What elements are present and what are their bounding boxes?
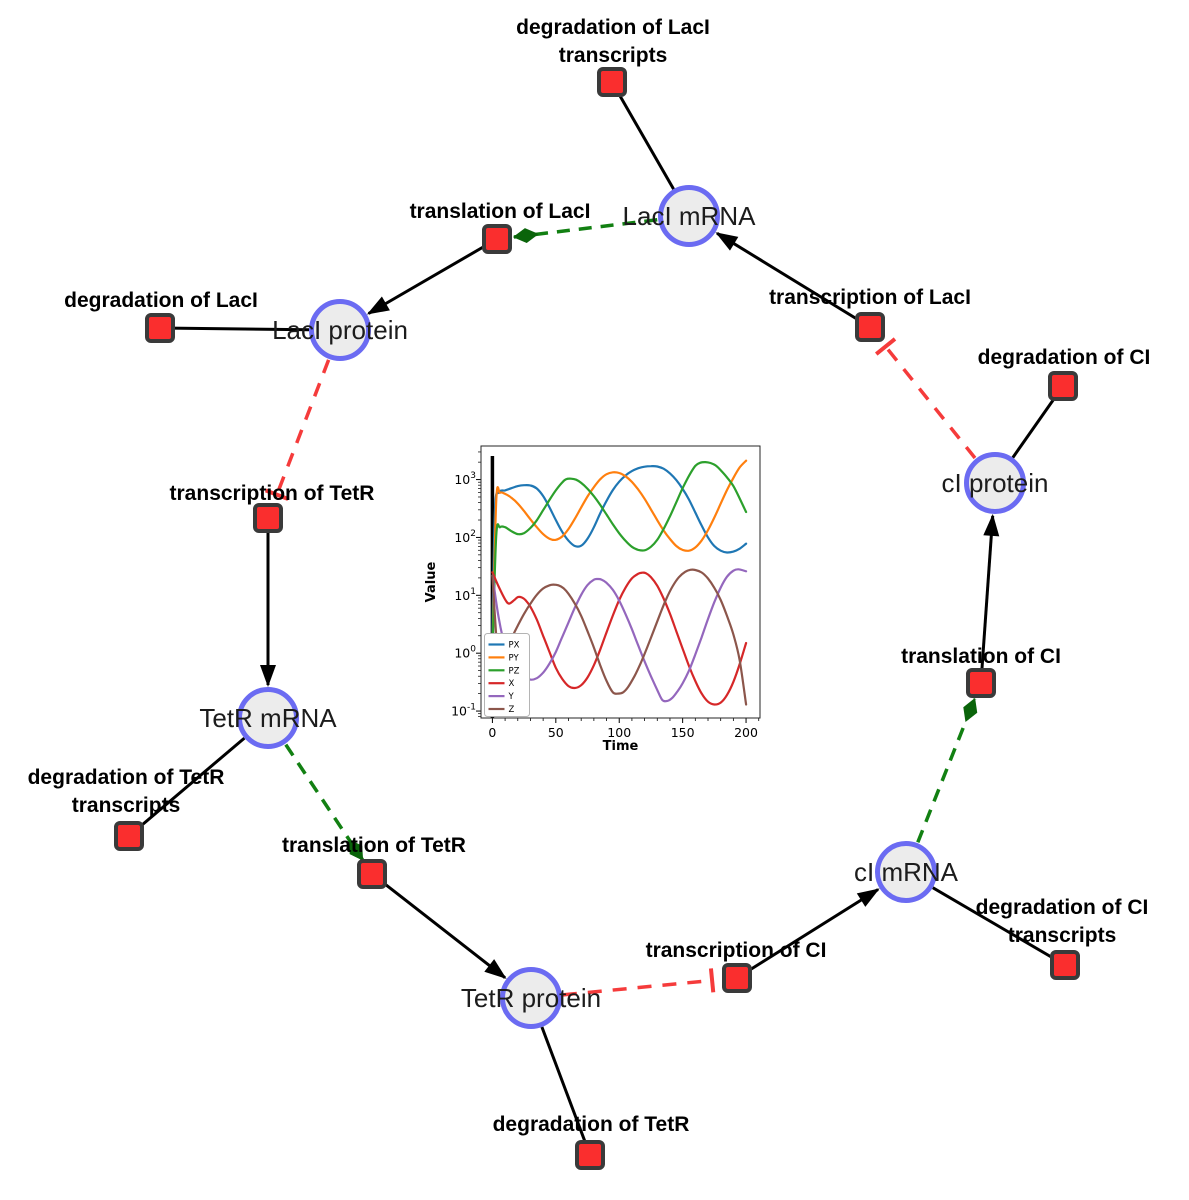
reaction-node-deg-ci-transcripts — [1050, 950, 1080, 980]
edge-tetr-mrna-to-deg-tetr-transcripts — [128, 736, 246, 838]
edge-ci-mrna-to-translation-ci — [916, 697, 978, 843]
reaction-node-deg-laci-transcripts — [597, 67, 627, 97]
species-node-ci-mrna — [875, 841, 937, 903]
reaction-node-translation-laci — [482, 224, 512, 254]
edge-tetr-mrna-to-translation-tetr — [284, 743, 365, 861]
edge-ci-protein-to-transcription-laci — [874, 337, 977, 460]
series-PX — [491, 465, 748, 637]
y-tick-label: 103 — [454, 471, 476, 487]
reaction-node-deg-tetr — [575, 1140, 605, 1170]
reaction-node-translation-ci — [966, 668, 996, 698]
edge-laci-protein-to-transcription-tetr — [264, 359, 331, 501]
legend-label-Z: Z — [509, 705, 515, 715]
x-axis-label: Time — [603, 739, 639, 754]
x-tick-label: 200 — [734, 725, 758, 740]
y-tick-label: 102 — [454, 529, 476, 545]
species-node-tetr-protein — [500, 967, 562, 1029]
edge-transcription-ci-to-ci-mrna — [737, 888, 880, 979]
species-node-laci-protein — [309, 299, 371, 361]
timeseries-chart: 0 50 100 150 200 10-1 100 101 102 103 Time Value PX P… — [425, 430, 770, 760]
series-Y — [491, 568, 748, 703]
edge-transcription-laci-to-laci-mrna — [715, 232, 870, 328]
x-tick-label: 50 — [548, 725, 564, 740]
legend-label-PZ: PZ — [509, 666, 520, 676]
x-tick-label: 0 — [488, 725, 496, 740]
edge-laci-protein-to-deg-laci — [159, 326, 310, 332]
edge-translation-laci-to-laci-protein — [366, 238, 497, 315]
reaction-node-deg-tetr-transcripts — [114, 821, 144, 851]
edge-tetr-protein-to-transcription-ci — [562, 968, 716, 997]
species-node-tetr-mrna — [237, 687, 299, 749]
reaction-node-transcription-ci — [722, 963, 752, 993]
edge-laci-mrna-to-deg-laci-transcripts — [610, 81, 675, 190]
axes-frame — [480, 445, 761, 719]
y-tick-label: 100 — [454, 645, 476, 661]
reaction-node-deg-ci — [1048, 371, 1078, 401]
reaction-node-transcription-tetr — [253, 503, 283, 533]
y-axis-label: Value — [425, 561, 439, 602]
species-node-laci-mrna — [658, 185, 720, 247]
y-tick-label: 101 — [454, 587, 476, 603]
y-tick-label: 10-1 — [451, 703, 476, 719]
series-PZ — [491, 460, 748, 655]
legend-label-Y: Y — [508, 692, 515, 702]
legend-box — [484, 633, 530, 717]
edge-translation-ci-to-ci-protein — [979, 513, 1000, 682]
reaction-node-translation-tetr — [357, 859, 387, 889]
x-tick-label: 100 — [607, 725, 631, 740]
species-node-ci-protein — [964, 452, 1026, 514]
reaction-node-transcription-laci — [855, 312, 885, 342]
legend-label-X: X — [509, 679, 515, 689]
edge-translation-tetr-to-tetr-protein — [372, 874, 507, 979]
edge-laci-mrna-to-translation-laci — [512, 218, 658, 244]
edge-tetr-protein-to-deg-tetr — [540, 1026, 592, 1156]
legend-label-PX: PX — [509, 641, 520, 651]
series-PY — [491, 459, 748, 655]
series-X — [491, 571, 748, 706]
x-tick-label: 150 — [671, 725, 695, 740]
series-Z — [491, 568, 748, 706]
legend-label-PY: PY — [509, 653, 520, 663]
edge-ci-mrna-to-deg-ci-transcripts — [932, 886, 1066, 967]
reaction-node-deg-laci — [145, 313, 175, 343]
